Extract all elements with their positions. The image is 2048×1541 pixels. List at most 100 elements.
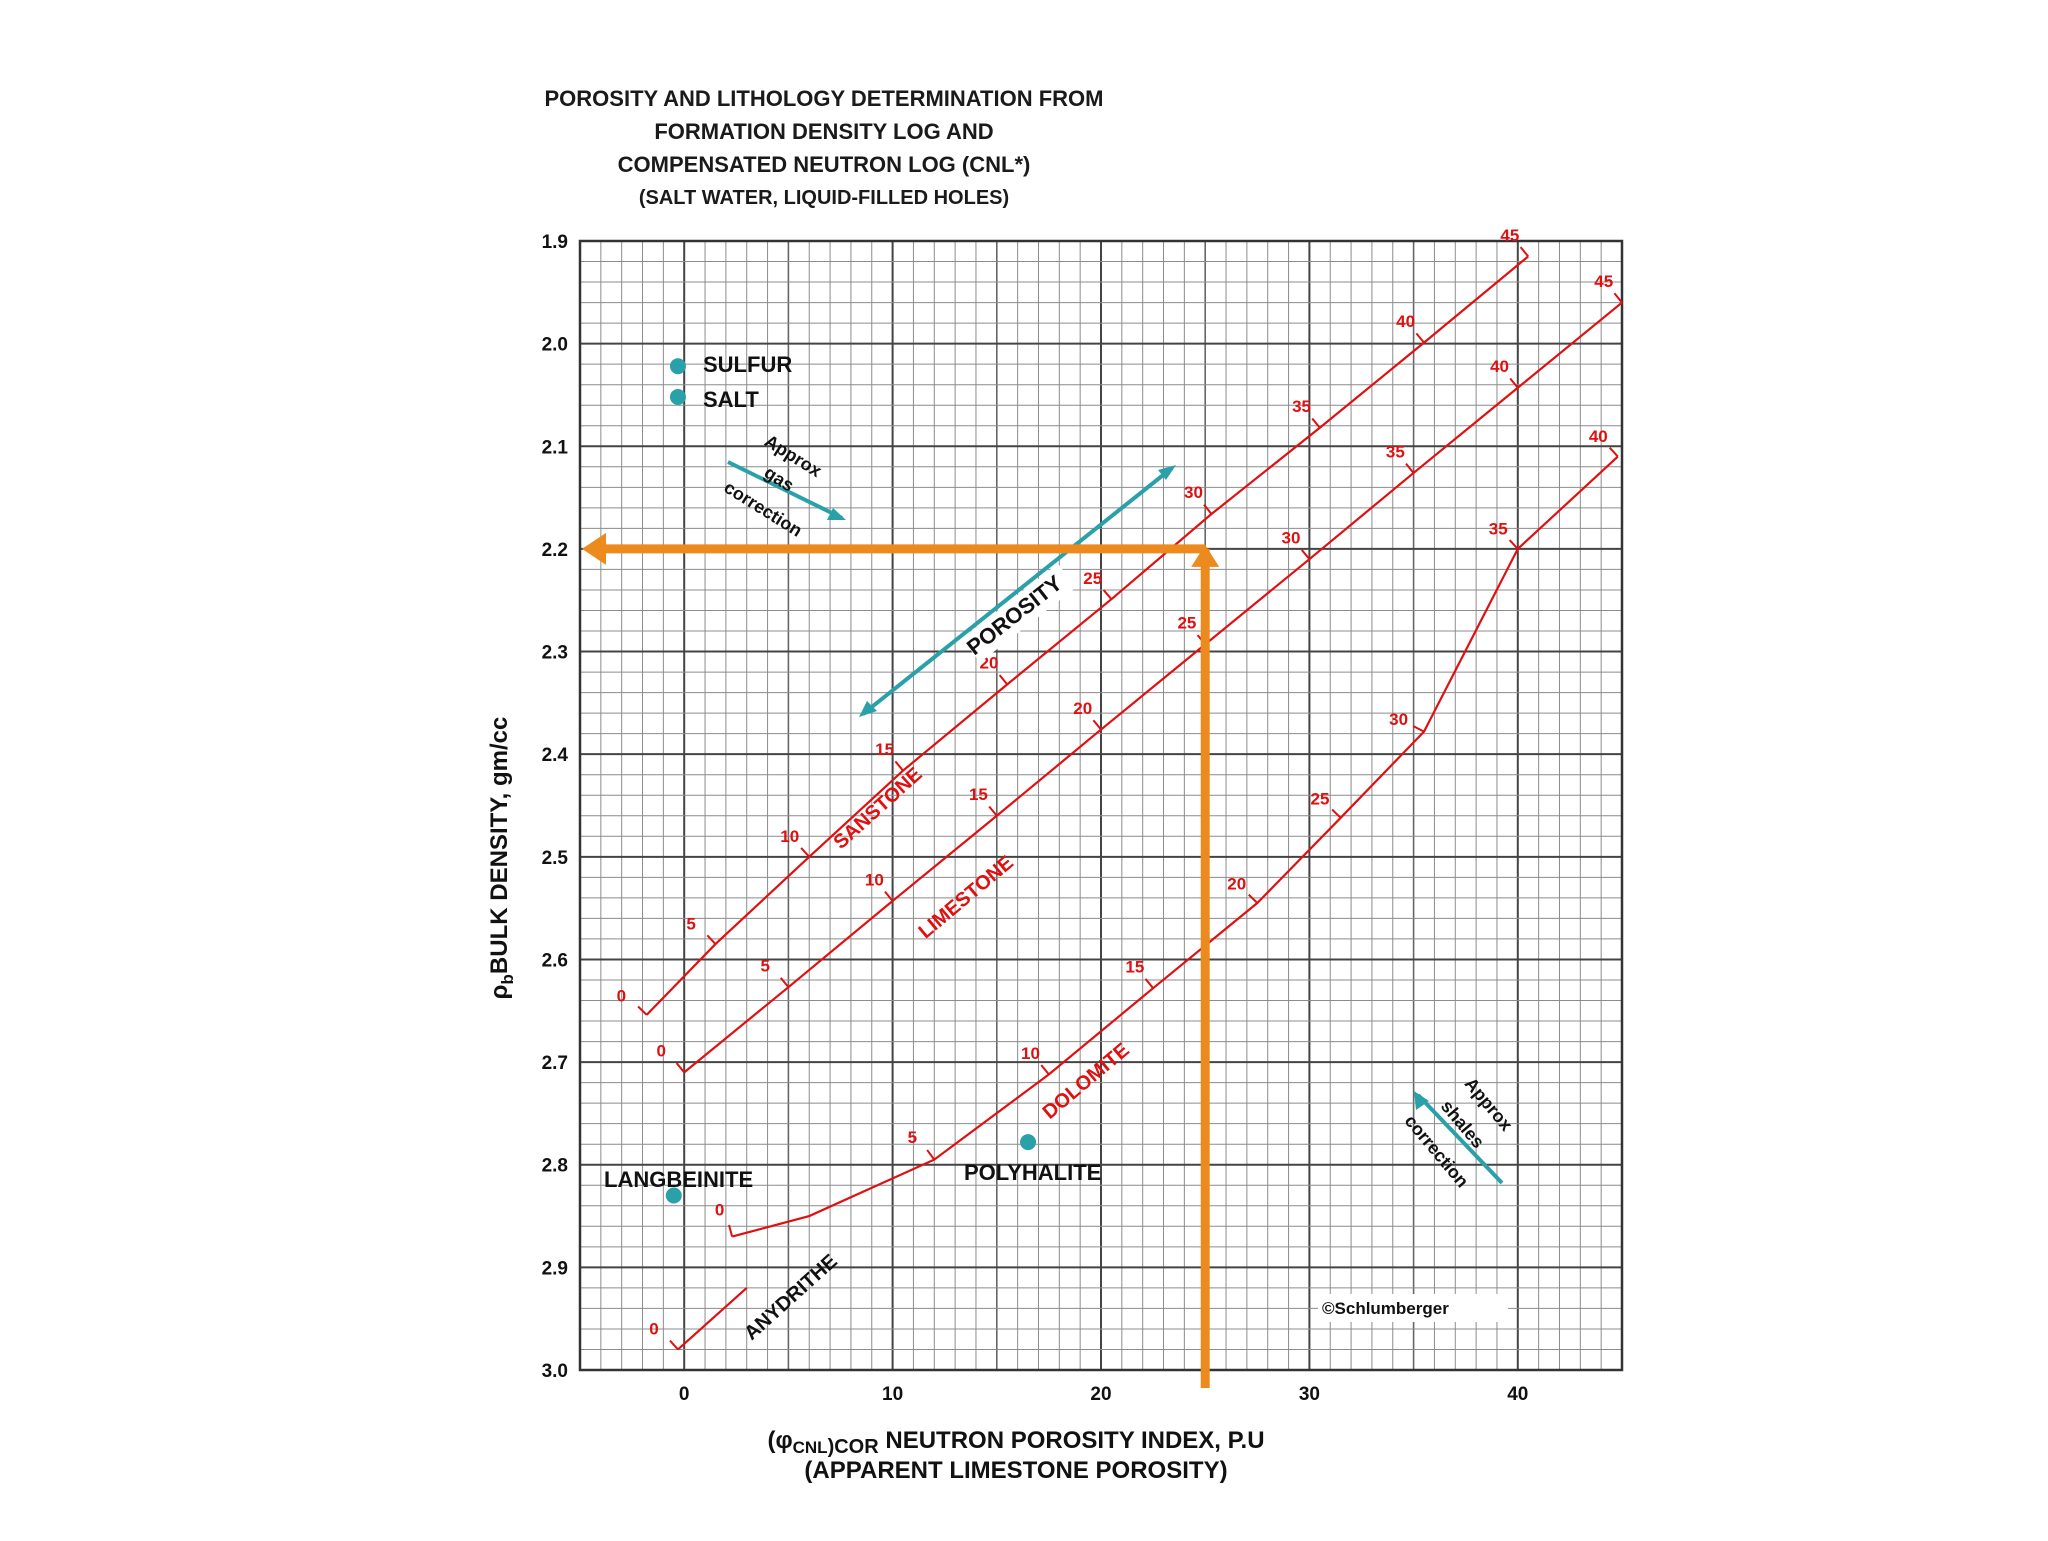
porosity-tick-label: 0: [656, 1042, 665, 1061]
sulfur-label: SULFUR: [703, 352, 792, 377]
porosity-tick: [1144, 978, 1154, 989]
porosity-tick-label: 5: [908, 1128, 917, 1147]
x-axis-label: (φCNL)COR NEUTRON POROSITY INDEX, P.U: [767, 1427, 1264, 1458]
axis-ticks: 0 10 20 30 40 1.9 2.0 2.1 2.2 2.3 2.4 2.5 2.6 2.7 2.8 2…: [542, 232, 1529, 1405]
x-axis-label-line-2: (APPARENT LIMESTONE POROSITY): [804, 1457, 1227, 1484]
porosity-tick-label: 0: [649, 1320, 658, 1339]
title-line-2: FORMATION DENSITY LOG AND: [654, 119, 993, 144]
porosity-tick-label: 35: [1386, 442, 1405, 461]
y-tick-label: 2.5: [542, 848, 569, 869]
porosity-arrow-line: [861, 466, 1174, 716]
porosity-tick: [1092, 719, 1102, 731]
porosity-tick: [1102, 589, 1113, 600]
chart-title: POROSITY AND LITHOLOGY DETERMINATION FRO…: [545, 86, 1104, 209]
porosity-tick: [884, 891, 894, 902]
porosity-tick: [637, 1005, 648, 1016]
mineral-point-sulfur: [669, 358, 686, 375]
y-axis-rho-subscript: b: [498, 974, 517, 984]
porosity-tick: [1508, 539, 1519, 550]
plot-border: [578, 239, 1624, 1372]
y-tick-label: 2.3: [542, 643, 568, 664]
title-line-4: (SALT WATER, LIQUID-FILLED HOLES): [639, 187, 1009, 209]
reading-arrowhead-up-icon: [1191, 544, 1220, 567]
x-axis-cor-subscript: )COR: [828, 1436, 880, 1458]
porosity-tick: [669, 1339, 679, 1351]
porosity-tick-label: 25: [1083, 569, 1102, 588]
x-axis-phi-subscript: CNL: [793, 1438, 828, 1457]
porosity-tick-label: 35: [1489, 519, 1508, 538]
shales-correction-arrow-line: [1416, 1093, 1504, 1185]
porosity-tick-label: 25: [1311, 789, 1330, 808]
porosity-tick: [1412, 725, 1425, 733]
y-axis-label-text: BULK DENSITY, gm/cc: [486, 717, 513, 974]
porosity-tick-label: 35: [1292, 397, 1311, 416]
porosity-tick: [706, 934, 717, 945]
porosity-tick: [779, 977, 790, 988]
x-tick-label: 30: [1299, 1384, 1320, 1405]
porosity-tick: [1608, 447, 1619, 458]
porosity-tick-label: 10: [865, 870, 884, 889]
porosity-arrowhead-up-icon: [1158, 465, 1176, 480]
porosity-tick: [1203, 503, 1213, 515]
lithology-curves: 0 5 10 15 20 25 30 35 40 45 0 5 10 15 20 25 30 35 40 45 0 5 10…: [617, 226, 1623, 1351]
porosity-tick: [1300, 549, 1311, 560]
reading-arrowhead-left-icon: [582, 532, 606, 565]
y-tick-label: 2.7: [542, 1053, 568, 1074]
mineral-point-salt: [669, 389, 686, 406]
y-axis-label: ρbBULK DENSITY, gm/cc: [486, 717, 517, 1000]
porosity-tick-label: 40: [1589, 427, 1608, 446]
y-tick-label: 2.1: [542, 437, 569, 458]
polyhalite-label: POLYHALITE: [964, 1160, 1101, 1185]
x-tick-label: 10: [882, 1384, 903, 1405]
porosity-tick-label: 20: [1227, 874, 1246, 893]
curve-limestone: [683, 301, 1623, 1074]
porosity-tick: [1509, 377, 1519, 389]
plot-grid: [578, 239, 1624, 1372]
y-axis-rho-symbol: ρ: [486, 984, 513, 999]
porosity-tick-label: 30: [1389, 710, 1408, 729]
copyright-background: [1318, 1294, 1508, 1322]
gas-correction-arrow-line: [727, 460, 843, 520]
x-tick-label: 40: [1507, 1384, 1528, 1405]
porosity-tick: [1613, 292, 1623, 304]
porosity-tick: [988, 805, 998, 817]
y-tick-label: 2.9: [542, 1258, 568, 1279]
porosity-tick-label: 10: [1021, 1044, 1040, 1063]
porosity-tick: [1331, 808, 1342, 819]
y-tick-label: 1.9: [542, 232, 568, 253]
porosity-tick-label: 15: [1125, 958, 1144, 977]
y-tick-label: 2.8: [542, 1156, 568, 1177]
gas-correction-arrowhead-icon: [827, 508, 846, 520]
y-tick-label: 2.4: [542, 745, 569, 766]
x-axis-label-text: NEUTRON POROSITY INDEX, P.U: [879, 1427, 1265, 1454]
x-tick-label: 20: [1090, 1384, 1111, 1405]
porosity-tick-label: 10: [780, 827, 799, 846]
curve-anydrithe: [677, 1287, 748, 1351]
y-tick-label: 3.0: [542, 1361, 568, 1382]
porosity-tick: [1040, 1064, 1050, 1076]
porosity-tick-label: 20: [1073, 699, 1092, 718]
porosity-tick: [1415, 332, 1425, 344]
title-line-1: POROSITY AND LITHOLOGY DETERMINATION FRO…: [545, 86, 1104, 111]
porosity-tick: [800, 847, 810, 858]
porosity-tick: [998, 674, 1008, 686]
porosity-tick-label: 5: [761, 957, 770, 976]
porosity-tick: [894, 760, 904, 772]
porosity-tick: [675, 1062, 685, 1073]
title-line-3: COMPENSATED NEUTRON LOG (CNL*): [618, 152, 1031, 177]
salt-label: SALT: [703, 387, 759, 412]
porosity-tick: [1311, 417, 1321, 429]
x-axis-phi-symbol: (φ: [767, 1427, 792, 1454]
langbeinite-label: LANGBEINITE: [604, 1167, 753, 1192]
porosity-tick-label: 5: [686, 915, 695, 934]
porosity-label-background: [961, 563, 1077, 663]
porosity-tick-label: 45: [1594, 272, 1613, 291]
mineral-labels: SULFUR SALT LANGBEINITE POLYHALITE: [604, 352, 1101, 1192]
reading-lines: [582, 532, 1220, 1388]
curve-sanstone: [645, 255, 1529, 1016]
porosity-tick-label: 30: [1184, 483, 1203, 502]
x-tick-label: 0: [679, 1384, 690, 1405]
porosity-tick-label: 30: [1282, 529, 1301, 548]
